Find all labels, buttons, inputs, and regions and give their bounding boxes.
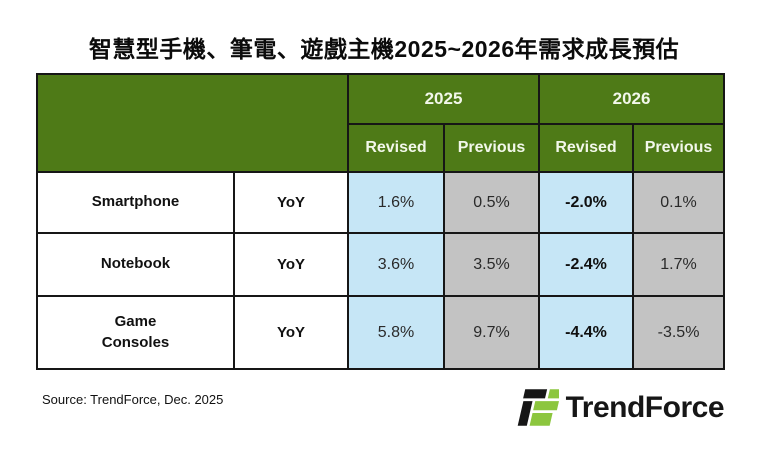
product-cell: Game Consoles xyxy=(36,295,235,370)
value-cell-2025-revised: 5.8% xyxy=(347,295,445,370)
table-row-game-consoles: Game Consoles YoY 5.8% 9.7% -4.4% -3.5% xyxy=(36,295,726,370)
subheader-2026-previous: Previous xyxy=(632,123,726,173)
year-header-2025: 2025 xyxy=(346,73,541,125)
product-cell: Smartphone xyxy=(36,171,235,234)
year-header-row: 2025 2026 xyxy=(36,73,726,173)
table-corner-cell xyxy=(36,73,349,173)
subheader-2026-revised: Revised xyxy=(538,123,635,173)
value-cell-2025-revised: 3.6% xyxy=(347,232,445,297)
value-cell-2026-previous: 0.1% xyxy=(632,171,726,234)
year-header-2026: 2026 xyxy=(538,73,726,125)
forecast-table: 2025 2026 Revised Previous Revised Previ… xyxy=(36,73,726,370)
value-cell-2026-revised: -2.0% xyxy=(538,171,635,234)
value-cell-2026-revised: -2.4% xyxy=(538,232,635,297)
sub-header-row: Revised Previous Revised Previous xyxy=(37,123,726,173)
source-note: Source: TrendForce, Dec. 2025 xyxy=(42,392,224,407)
value-cell-2025-previous: 0.5% xyxy=(442,171,541,234)
table-row-smartphone: Smartphone YoY 1.6% 0.5% -2.0% 0.1% xyxy=(36,171,726,234)
table-row-notebook: Notebook YoY 3.6% 3.5% -2.4% 1.7% xyxy=(36,232,726,297)
metric-cell: YoY xyxy=(233,171,349,234)
page-title: 智慧型手機、筆電、遊戲主機2025~2026年需求成長預估 xyxy=(88,36,680,62)
subheader-2025-revised: Revised xyxy=(347,123,445,173)
trendforce-tf-monogram-icon xyxy=(517,389,559,426)
value-cell-2026-previous: 1.7% xyxy=(632,232,726,297)
metric-cell: YoY xyxy=(233,232,349,297)
value-cell-2026-revised: -4.4% xyxy=(538,295,635,370)
metric-cell: YoY xyxy=(233,295,349,370)
subheader-2025-previous: Previous xyxy=(442,123,541,173)
value-cell-2025-previous: 3.5% xyxy=(442,232,541,297)
logo-wordmark: TrendForce xyxy=(565,391,725,424)
trendforce-logo: TrendForce xyxy=(517,387,725,428)
value-cell-2025-previous: 9.7% xyxy=(442,295,541,370)
product-cell: Notebook xyxy=(36,232,235,297)
value-cell-2026-previous: -3.5% xyxy=(632,295,726,370)
value-cell-2025-revised: 1.6% xyxy=(347,171,445,234)
